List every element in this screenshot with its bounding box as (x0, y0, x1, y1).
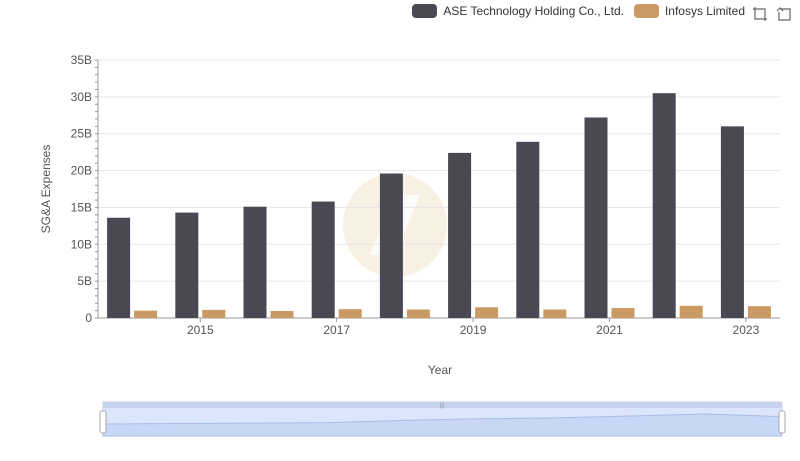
legend-item-infosys[interactable]: Infosys Limited (633, 4, 745, 18)
datazoom-grip-icon: ||| (440, 403, 445, 409)
bar-ase (175, 212, 199, 318)
y-tick-label: 20B (71, 164, 92, 178)
datazoom-left-handle[interactable] (99, 410, 107, 434)
bar-infosys (679, 305, 703, 318)
x-tick-label: 2017 (323, 323, 350, 337)
bar-infosys (270, 310, 294, 318)
bar-ase (516, 141, 540, 318)
y-tick-label: 35B (71, 53, 92, 67)
bar-ase (448, 152, 472, 318)
bar-ase (243, 206, 267, 318)
bar-infosys (747, 306, 771, 318)
legend-item-ase[interactable]: ASE Technology Holding Co., Ltd. (412, 4, 624, 18)
x-tick-label: 2019 (460, 323, 487, 337)
legend-label-ase: ASE Technology Holding Co., Ltd. (443, 4, 624, 18)
chart-toolbox (752, 6, 792, 22)
chart-legend: ASE Technology Holding Co., Ltd. Infosys… (412, 4, 745, 18)
y-axis-title: SG&A Expenses (39, 145, 53, 234)
bar-infosys (543, 309, 567, 318)
x-axis-title: Year (428, 363, 452, 377)
y-tick-label: 30B (71, 90, 92, 104)
x-tick-label: 2023 (733, 323, 760, 337)
y-tick-label: 0 (85, 311, 92, 325)
bar-infosys (475, 307, 499, 318)
bar-ase (107, 217, 131, 318)
x-tick-label: 2015 (187, 323, 214, 337)
bar-ase (584, 117, 608, 318)
y-tick-label: 5B (77, 274, 92, 288)
x-tick-label: 2021 (596, 323, 623, 337)
bar-infosys (611, 308, 635, 318)
bar-ase (652, 93, 676, 319)
bar-ase (311, 201, 335, 318)
y-tick-label: 25B (71, 127, 92, 141)
y-tick-label: 10B (71, 237, 92, 251)
bar-infosys (338, 309, 362, 318)
legend-swatch-ase (412, 4, 438, 18)
bar-ase (720, 126, 744, 318)
data-zoom-icon[interactable] (752, 6, 768, 22)
zoom-reset-icon[interactable] (776, 6, 792, 22)
bar-infosys (406, 309, 430, 318)
y-tick-label: 15B (71, 200, 92, 214)
datazoom-handle-bar (103, 402, 782, 408)
legend-swatch-infosys (633, 4, 659, 18)
bar-infosys (202, 309, 226, 318)
bar-ase (379, 173, 403, 318)
bar-infosys (134, 310, 158, 318)
datazoom-right-handle[interactable] (778, 410, 786, 434)
legend-label-infosys: Infosys Limited (664, 4, 745, 18)
